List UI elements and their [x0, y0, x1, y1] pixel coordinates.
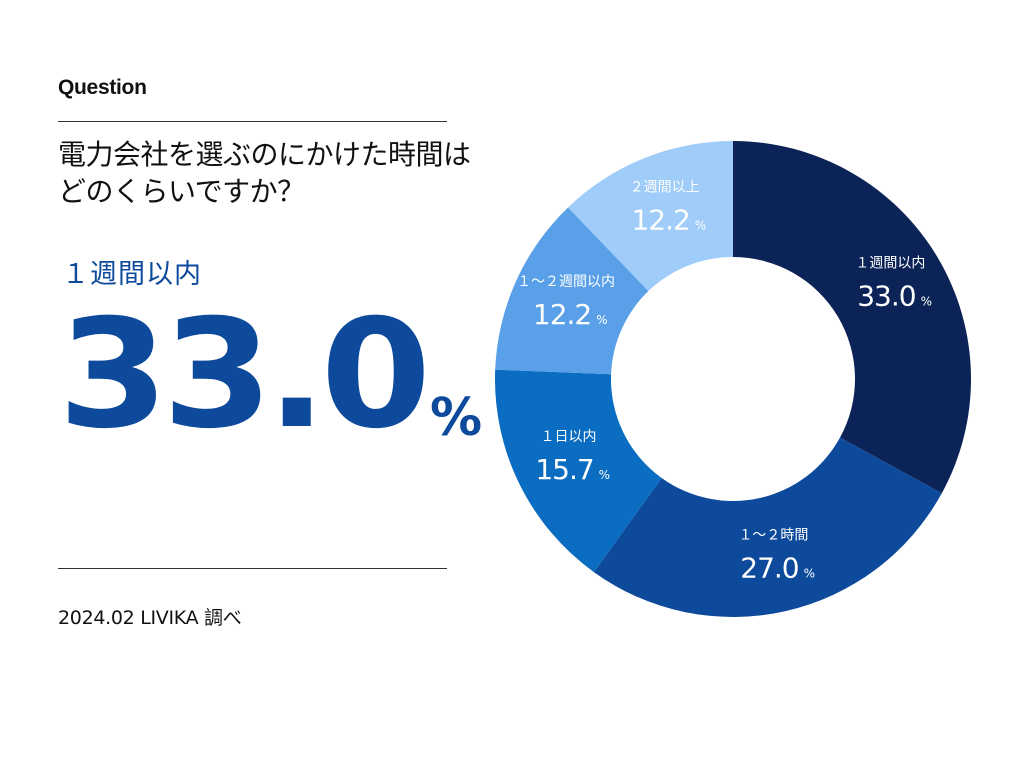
donut-segment-4	[495, 207, 649, 375]
donut-segment-1	[733, 141, 971, 494]
donut-segment-5	[568, 141, 733, 292]
segment-label-2: １～２時間	[738, 527, 808, 543]
question-label: Question	[58, 76, 147, 99]
segment-unit-2: %	[804, 566, 815, 580]
question-line-2: どのくらいですか？	[58, 175, 305, 208]
highlight-label: １週間以内	[62, 259, 202, 290]
highlight-value: 33.0 %	[58, 295, 482, 455]
segment-value-4: 12.2	[533, 298, 591, 331]
segment-value-1: 33.0	[857, 280, 915, 313]
segment-label-1: １週間以内	[855, 256, 925, 272]
donut-chart: １週間以内 33.0 % １～２時間 27.0 % １日以内 15.7 % １～２週間以内 12.2…	[495, 141, 971, 617]
top-divider	[58, 121, 447, 122]
segment-label-5: ２週間以上	[630, 179, 700, 195]
donut-segment-2	[593, 437, 942, 617]
segment-unit-1: %	[921, 295, 932, 309]
question-line-1: 電力会社を選ぶのにかけた時間は	[58, 138, 471, 171]
segment-label-3: １日以内	[540, 429, 596, 445]
donut-segment-3	[495, 369, 662, 573]
segment-value-2: 27.0	[740, 551, 798, 584]
source-note: 2024.02 LIVIKA 調べ	[58, 607, 242, 629]
segment-unit-3: %	[599, 468, 610, 482]
question-text: 電力会社を選ぶのにかけた時間は どのくらいですか？	[58, 136, 528, 210]
segment-value-5: 12.2	[631, 203, 689, 236]
bottom-divider	[58, 568, 447, 569]
segment-value-3: 15.7	[535, 453, 593, 486]
segment-unit-5: %	[695, 218, 706, 232]
segment-unit-4: %	[596, 313, 607, 327]
highlight-unit: %	[430, 388, 483, 448]
segment-label-4: １～２週間以内	[517, 274, 615, 290]
highlight-number: 33.0	[58, 288, 431, 462]
